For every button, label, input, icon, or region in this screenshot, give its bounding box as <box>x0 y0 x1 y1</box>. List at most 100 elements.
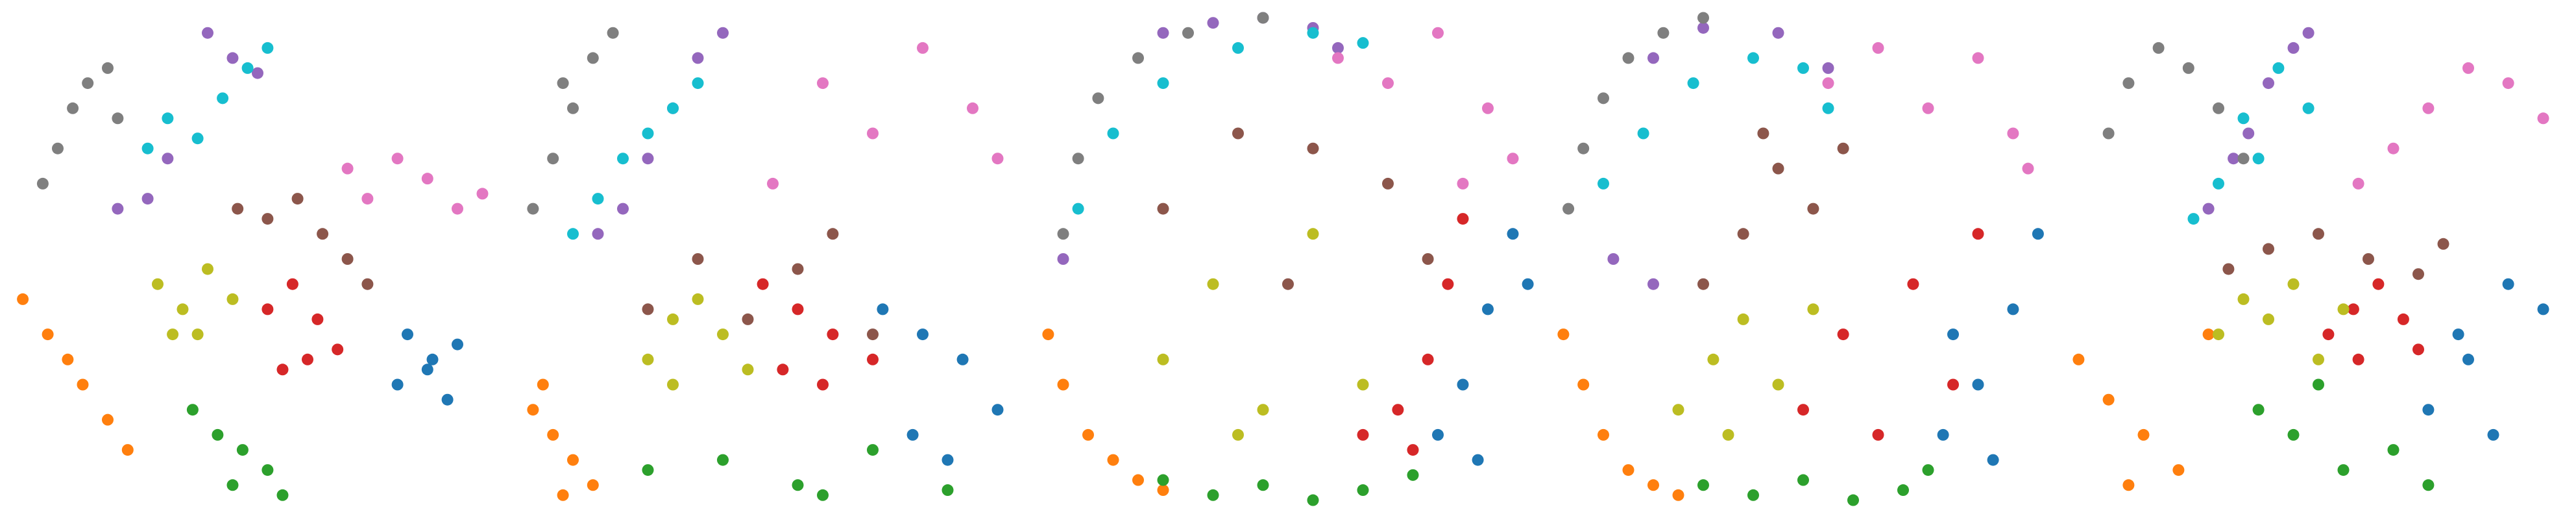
scatter-point <box>1598 428 1609 441</box>
scatter-point <box>2322 328 2335 341</box>
scatter-point <box>2313 353 2324 365</box>
scatter-point <box>1357 37 1369 49</box>
scatter-point <box>2397 313 2409 325</box>
scatter-point <box>102 62 114 74</box>
scatter-point <box>2242 127 2255 140</box>
scatter-point <box>2202 328 2215 341</box>
scatter-point <box>1382 177 1394 190</box>
scatter-point <box>286 278 298 290</box>
scatter-point <box>742 313 754 325</box>
scatter-point <box>1307 494 1319 506</box>
scatter-point <box>162 153 174 165</box>
scatter-point <box>1797 404 1809 416</box>
scatter-point <box>2537 303 2549 315</box>
scatter-point <box>1897 484 1909 497</box>
scatter-point <box>1257 12 1269 24</box>
scatter-point <box>1947 328 1959 341</box>
scatter-point <box>2422 479 2435 491</box>
scatter-point <box>2452 328 2464 341</box>
scatter-point <box>2182 62 2194 74</box>
scatter-point <box>767 177 779 190</box>
scatter-point <box>1772 162 1784 175</box>
scatter-point <box>2252 153 2265 165</box>
scatter-point <box>1132 52 1144 64</box>
scatter-point <box>1422 253 1434 265</box>
scatter-point <box>1407 469 1419 481</box>
scatter-point <box>2537 112 2549 125</box>
scatter-point <box>867 444 879 456</box>
scatter-point <box>67 102 79 114</box>
scatter-point <box>261 42 274 54</box>
scatter-point <box>2412 343 2424 356</box>
scatter-point <box>1207 278 1219 290</box>
scatter-point <box>1807 303 1819 315</box>
scatter-point <box>1432 27 1444 39</box>
scatter-point <box>2422 404 2435 416</box>
scatter-point <box>1972 378 1984 391</box>
scatter-point <box>1647 479 1659 491</box>
scatter-point <box>2387 444 2400 456</box>
scatter-point <box>1157 353 1169 365</box>
scatter-point <box>2313 378 2324 391</box>
scatter-point <box>607 27 619 39</box>
scatter-point <box>2122 479 2135 491</box>
scatter-point <box>1647 52 1659 64</box>
scatter-panel <box>1557 12 2044 506</box>
scatter-point <box>1157 484 1169 497</box>
scatter-point <box>332 343 344 356</box>
scatter-point <box>252 67 263 79</box>
scatter-point <box>1507 228 1519 240</box>
scatter-point <box>792 263 804 275</box>
scatter-panel <box>17 27 489 501</box>
scatter-point <box>2237 293 2250 305</box>
scatter-point <box>1307 142 1319 154</box>
scatter-point <box>2462 353 2474 365</box>
scatter-point <box>191 328 204 341</box>
scatter-point <box>2137 428 2150 441</box>
scatter-point <box>1562 203 1575 215</box>
scatter-point <box>2347 303 2359 315</box>
scatter-point <box>867 328 879 341</box>
scatter-point <box>1922 102 1934 114</box>
scatter-point <box>2237 153 2250 165</box>
scatter-point <box>1072 153 1084 165</box>
scatter-point <box>311 313 324 325</box>
scatter-point <box>667 313 679 325</box>
scatter-point <box>557 489 569 501</box>
scatter-point <box>1607 253 1620 265</box>
scatter-point <box>2213 177 2224 190</box>
scatter-point <box>817 489 829 501</box>
scatter-point <box>2263 77 2274 90</box>
scatter-point <box>692 52 704 64</box>
scatter-point <box>2437 238 2449 250</box>
scatter-point <box>1922 464 1934 476</box>
scatter-point <box>1132 474 1144 486</box>
scatter-point <box>176 303 189 315</box>
scatter-point <box>217 92 229 105</box>
scatter-point <box>241 62 254 74</box>
scatter-point <box>276 364 289 376</box>
scatter-point <box>167 328 179 341</box>
scatter-point <box>1822 77 1834 90</box>
scatter-point <box>1507 153 1519 165</box>
scatter-point <box>917 42 929 54</box>
scatter-point <box>1282 278 1294 290</box>
scatter-point <box>1598 177 1609 190</box>
scatter-point <box>667 102 679 114</box>
scatter-point <box>1232 428 1244 441</box>
scatter-point <box>692 77 704 90</box>
scatter-point <box>1747 52 1759 64</box>
scatter-point <box>361 278 374 290</box>
scatter-point <box>2228 153 2240 165</box>
scatter-point <box>1657 27 1670 39</box>
scatter-point <box>1432 428 1444 441</box>
scatter-point <box>162 112 174 125</box>
scatter-point <box>1092 92 1104 105</box>
scatter-point <box>1232 42 1244 54</box>
scatter-point <box>276 489 289 501</box>
scatter-point <box>1987 454 1999 466</box>
scatter-point <box>2387 142 2400 154</box>
scatter-point <box>642 464 654 476</box>
